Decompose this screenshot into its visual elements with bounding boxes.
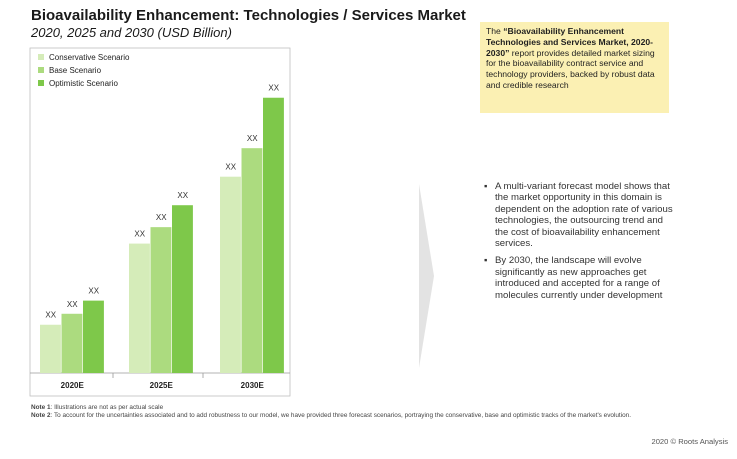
legend-swatch [38,80,44,86]
bullet-square-icon: ▪ [484,181,488,192]
chart-subtitle: 2020, 2025 and 2030 (USD Billion) [31,25,232,40]
note-1-label: Note 1 [31,404,51,411]
bar-conservative-scenario [129,243,150,373]
data-label: XX [247,134,258,143]
note-1: Note 1: Illustrations are not as per act… [31,404,721,412]
bullet-item: ▪ A multi-variant forecast model shows t… [483,181,673,249]
data-label: XX [67,300,78,309]
data-label: XX [156,213,167,222]
legend-swatch [38,67,44,73]
note-2: Note 2: To account for the uncertainties… [31,412,721,420]
callout-text: report provides detailed market sizing f… [486,47,655,90]
insight-bullets: ▪ A multi-variant forecast model shows t… [483,181,673,307]
data-label: XX [134,230,145,239]
bar-conservative-scenario [220,176,241,373]
bar-base-scenario [150,227,172,373]
chart-frame [29,47,291,397]
data-label: XX [45,311,56,320]
chart-title: Bioavailability Enhancement: Technologie… [31,7,466,24]
x-tick-label: 2030E [241,381,265,390]
note-2-label: Note 2 [31,412,51,419]
note-1-text: : Illustrations are not as per actual sc… [50,404,164,411]
bar-optimistic-scenario [83,300,104,373]
bar-optimistic-scenario [263,97,284,373]
chevron-arrow-icon [419,184,434,368]
bar-base-scenario [61,313,83,373]
callout-prefix: The [486,26,504,36]
bullet-item: ▪ By 2030, the landscape will evolve sig… [483,255,673,301]
callout-report-title: “Bioavailability Enhancement Technologie… [486,26,654,58]
copyright: 2020 © Roots Analysis [651,437,728,446]
legend-entry: Optimistic Scenario [49,79,118,88]
bullet-square-icon: ▪ [484,255,488,267]
x-tick-label: 2020E [61,381,85,390]
bar-optimistic-scenario [172,205,193,373]
note-2-text: : To account for the uncertainties assoc… [50,412,632,419]
bullet-text: A multi-variant forecast model shows tha… [495,181,673,250]
bullet-text: By 2030, the landscape will evolve signi… [495,255,663,301]
legend-swatch [38,54,44,60]
x-tick-label: 2025E [150,381,174,390]
legend-entry: Conservative Scenario [49,53,130,62]
data-label: XX [225,163,236,172]
bar-conservative-scenario [40,324,61,373]
legend-entry: Base Scenario [49,66,102,75]
footnotes: Note 1: Illustrations are not as per act… [31,404,721,420]
bar-base-scenario [241,148,263,373]
data-label: XX [177,191,188,200]
data-label: XX [268,84,279,93]
data-label: XX [88,287,99,296]
report-callout: The “Bioavailability Enhancement Technol… [480,22,669,113]
